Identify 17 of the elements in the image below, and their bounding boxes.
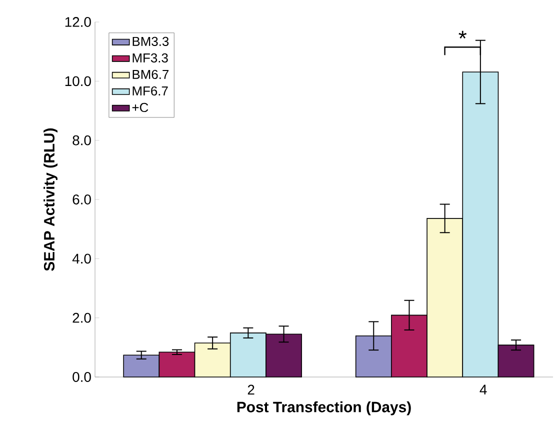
y-tick-label: 8.0 [72, 135, 91, 146]
y-tick-label: 12.0 [65, 17, 91, 27]
y-tick-label: 0.0 [72, 372, 91, 382]
annotation: * [458, 30, 467, 39]
legend-label: MF6.7 [132, 86, 168, 96]
x-tick-label: 4 [480, 384, 487, 394]
legend-label: MF3.3 [132, 53, 168, 63]
legend-label: BM6.7 [132, 70, 168, 80]
y-axis-title: SEAP Activity (RLU) [44, 128, 58, 271]
x-tick-label: 2 [248, 384, 254, 395]
y-tick-label: 10.0 [65, 76, 91, 86]
x-axis-title: Post Transfection (Days) [237, 401, 411, 416]
y-tick-label: 2.0 [72, 312, 91, 323]
y-tick-label: 6.0 [72, 194, 91, 204]
legend-label: BM3.3 [132, 36, 169, 46]
legend-label: +C [132, 102, 148, 112]
y-tick-label: 4.0 [72, 254, 91, 264]
